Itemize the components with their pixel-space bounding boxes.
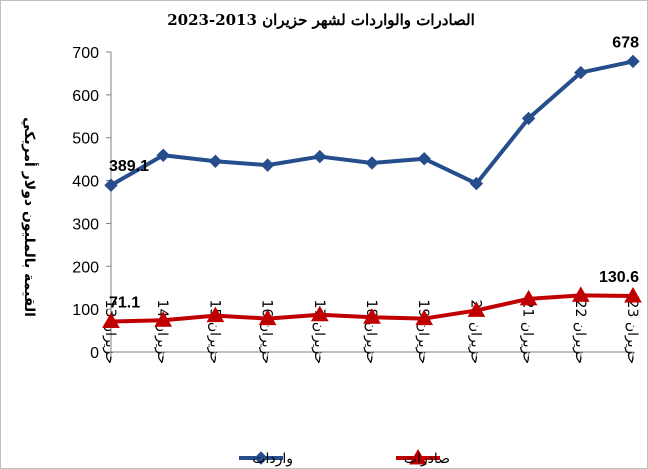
chart-title: الصادرات والواردات لشهر حزيران 2013-2023 <box>167 11 475 29</box>
data-point <box>313 149 327 164</box>
y-tick-label: 300 <box>72 216 99 233</box>
data-point <box>156 148 170 162</box>
y-axis-label: القيمة بالمليون دولار أمريكي <box>21 117 39 317</box>
legend: واردات صادرات <box>239 448 450 467</box>
data-point <box>415 309 434 326</box>
y-tick-label: 500 <box>72 131 99 148</box>
x-tick-label: حزيران 16 <box>259 300 275 364</box>
data-label: 678 <box>612 34 639 51</box>
legend-label: واردات <box>252 451 293 467</box>
x-tick-label: حزيران 18 <box>363 300 379 364</box>
x-tick-label: حزيران 21 <box>520 300 536 364</box>
y-tick-label: 400 <box>72 174 99 191</box>
legend-marker <box>409 448 427 465</box>
x-tick-label: حزيران 19 <box>415 300 431 364</box>
y-tick-label: 200 <box>72 259 99 276</box>
data-point <box>626 54 640 69</box>
data-point <box>571 286 590 302</box>
data-point <box>365 156 379 170</box>
data-point <box>574 65 588 80</box>
data-point <box>208 154 223 168</box>
x-tick-label: حزيران 22 <box>572 300 588 364</box>
data-point <box>310 305 329 322</box>
y-tick-label: 700 <box>72 45 99 62</box>
x-tick-label: حزيران 13 <box>102 300 118 364</box>
data-label: 130.6 <box>599 269 639 286</box>
legend-item: واردات <box>239 451 293 467</box>
series-1: 389.1 678 <box>104 34 640 192</box>
data-label: 389.1 <box>109 158 149 175</box>
data-point <box>467 301 486 317</box>
series-layer: 389.1 678 71.1 130.6 <box>102 34 642 329</box>
data-label: 71.1 <box>109 295 140 312</box>
data-point <box>104 178 118 192</box>
data-point <box>260 158 275 172</box>
data-point <box>521 111 536 126</box>
legend-marker <box>254 451 268 465</box>
data-point <box>624 287 642 303</box>
data-point <box>519 289 538 306</box>
y-tick-label: 600 <box>72 88 99 105</box>
data-point <box>258 309 277 326</box>
data-point <box>417 152 431 166</box>
legend-label: صادرات <box>404 451 450 467</box>
data-point <box>469 176 484 191</box>
legend-item: صادرات <box>396 448 450 467</box>
data-point <box>363 308 381 324</box>
x-tick-label: حزيران 14 <box>154 300 170 364</box>
data-point <box>206 306 225 323</box>
x-tick-label: حزيران 23 <box>624 300 640 364</box>
data-point <box>102 312 120 329</box>
y-tick-label: 0 <box>90 345 99 362</box>
series-2: 71.1 130.6 <box>102 269 642 329</box>
y-tick-label: 100 <box>72 302 99 319</box>
data-point <box>154 311 173 327</box>
